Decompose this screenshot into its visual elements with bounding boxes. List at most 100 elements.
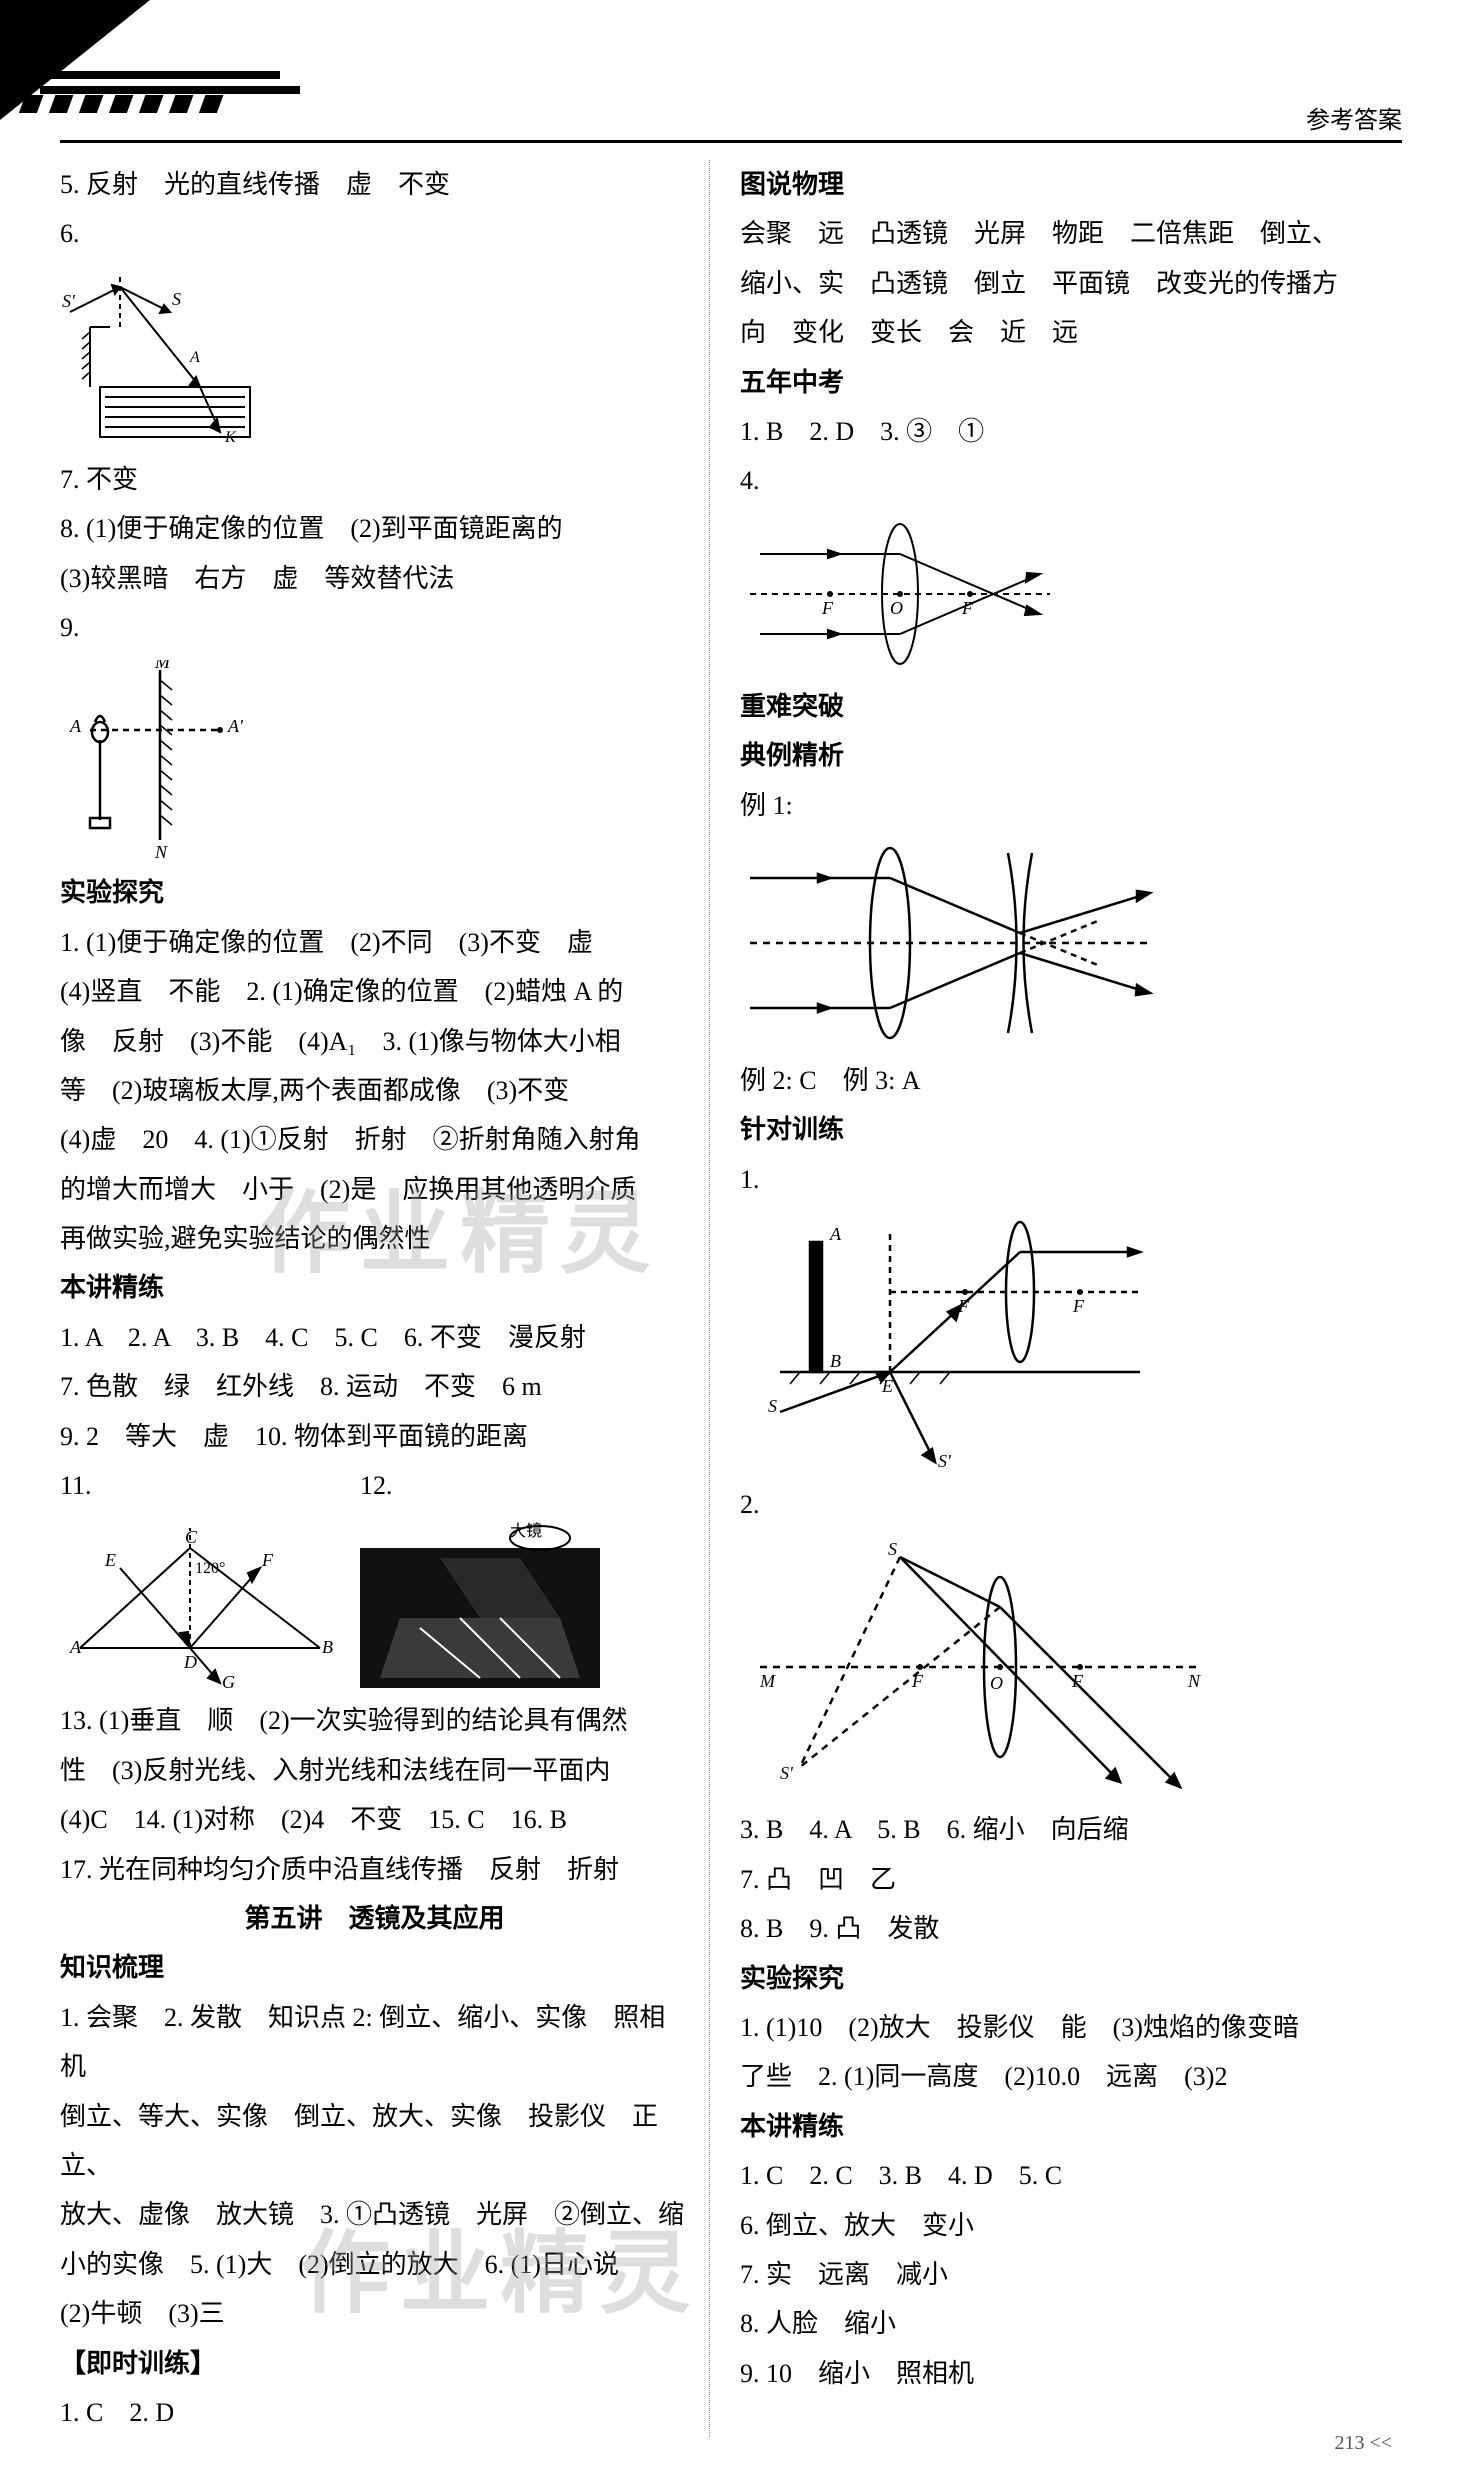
right-column: 图说物理 会聚 远 凸透镜 光屏 物距 二倍焦距 倒立、 缩小、实 凸透镜 倒立…: [730, 160, 1380, 2437]
section-heading: 知识梳理: [60, 1943, 689, 1992]
section-heading: 针对训练: [740, 1105, 1380, 1154]
text-line: 7. 不变: [60, 455, 689, 504]
section-heading: 五年中考: [740, 358, 1380, 407]
text-line: 11.: [60, 1471, 92, 1500]
lbl: A: [69, 1637, 82, 1657]
text-line: 1.: [740, 1155, 1380, 1204]
lbl: 大镜: [510, 1521, 542, 1540]
left-column: 5. 反射 光的直线传播 虚 不变 6.: [60, 160, 710, 2437]
label-M: M: [154, 660, 171, 672]
text-line: 1. (1)便于确定像的位置 (2)不同 (3)不变 虚: [60, 918, 689, 967]
label-S: S: [172, 289, 181, 309]
text-line: 5. 反射 光的直线传播 虚 不变: [60, 160, 689, 209]
text-line: (2)牛顿 (3)三: [60, 2289, 689, 2338]
content-columns: 5. 反射 光的直线传播 虚 不变 6.: [60, 0, 1402, 2437]
text-line: 2.: [740, 1480, 1380, 1529]
text-line: (4)C 14. (1)对称 (2)4 不变 15. C 16. B: [60, 1795, 689, 1844]
text-line: 会聚 远 凸透镜 光屏 物距 二倍焦距 倒立、: [740, 209, 1380, 258]
text-line: 向 变化 变长 会 近 远: [740, 308, 1380, 357]
header-divider: [60, 140, 1402, 143]
text-line: 8. B 9. 凸 发散: [740, 1904, 1380, 1953]
figure-zd2: M N F F O S S': [740, 1537, 1380, 1797]
lbl: A: [829, 1224, 842, 1244]
header-decoration: [0, 0, 400, 120]
section-heading: 实验探究: [740, 1954, 1380, 2003]
header-label: 参考答案: [1306, 100, 1402, 135]
text-line: 1. C 2. D: [60, 2388, 689, 2437]
lbl: C: [185, 1527, 198, 1547]
text-line: 4.: [740, 456, 1380, 505]
lbl: D: [183, 1652, 197, 1672]
text-line: 缩小、实 凸透镜 倒立 平面镜 改变光的传播方: [740, 259, 1380, 308]
label-N: N: [154, 842, 168, 860]
text-line: 7. 实 远离 减小: [740, 2250, 1380, 2299]
lbl: E: [104, 1550, 116, 1570]
section-heading: 图说物理: [740, 160, 1380, 209]
text-line: 了些 2. (1)同一高度 (2)10.0 远离 (3)2: [740, 2052, 1380, 2101]
figure-6: S' S A K: [60, 267, 689, 447]
text-line: (3)较黑暗 右方 虚 等效替代法: [60, 554, 689, 603]
label-A: A: [69, 716, 82, 736]
page-number: 213 <<: [1334, 2432, 1392, 2455]
lbl: F: [821, 598, 834, 618]
text-line: 性 (3)反射光线、入射光线和法线在同一平面内: [60, 1746, 689, 1795]
chapter-heading: 第五讲 透镜及其应用: [60, 1894, 689, 1943]
lbl: F: [1072, 1296, 1085, 1316]
lbl: F: [911, 1671, 924, 1691]
text-line: 9. 10 缩小 照相机: [740, 2349, 1380, 2398]
text-line: (4)竖直 不能 2. (1)确定像的位置 (2)蜡烛 A 的: [60, 967, 689, 1016]
section-heading: 本讲精练: [740, 2102, 1380, 2151]
text-line: 再做实验,避免实验结论的偶然性: [60, 1214, 689, 1263]
text-line: 7. 色散 绿 红外线 8. 运动 不变 6 m: [60, 1362, 689, 1411]
text-line: 像 反射 (3)不能 (4)A₁ 3. (1)像与物体大小相: [60, 1017, 689, 1066]
lbl: O: [890, 598, 903, 618]
figure-11: A B C D E F G 120°: [60, 1518, 340, 1688]
lbl: S': [938, 1451, 952, 1471]
lbl: S: [888, 1539, 897, 1559]
text-line: 的增大而增大 小于 (2)是 应换用其他透明介质: [60, 1165, 689, 1214]
text-line: 17. 光在同种均匀介质中沿直线传播 反射 折射: [60, 1845, 689, 1894]
section-heading: 典例精析: [740, 731, 1380, 780]
lbl: E: [881, 1376, 893, 1396]
text-line: 倒立、等大、实像 倒立、放大、实像 投影仪 正立、: [60, 2092, 689, 2191]
lbl: M: [759, 1671, 776, 1691]
lbl: 120°: [195, 1560, 225, 1577]
lbl: B: [830, 1351, 841, 1371]
lbl: F: [1071, 1671, 1084, 1691]
figure-zd1: A B E F F S S': [740, 1212, 1380, 1472]
label-K: K: [224, 429, 237, 446]
lbl: B: [322, 1637, 333, 1657]
text-line: 例 1:: [740, 781, 1380, 830]
lbl: N: [1187, 1671, 1201, 1691]
text-line: 9. 2 等大 虚 10. 物体到平面镜的距离: [60, 1412, 689, 1461]
text-line: 8. (1)便于确定像的位置 (2)到平面镜距离的: [60, 504, 689, 553]
text-line: 1. A 2. A 3. B 4. C 5. C 6. 不变 漫反射: [60, 1313, 689, 1362]
text-line: 1. 会聚 2. 发散 知识点 2: 倒立、缩小、实像 照相机: [60, 1993, 689, 2092]
label-Ap: A': [227, 716, 244, 736]
lbl: O: [990, 1673, 1003, 1693]
text-line: (4)虚 20 4. (1)①反射 折射 ②折射角随入射角: [60, 1115, 689, 1164]
lbl: S': [780, 1763, 794, 1783]
section-heading: 重难突破: [740, 682, 1380, 731]
section-heading: 实验探究: [60, 868, 689, 917]
lbl: F: [957, 1296, 970, 1316]
label-Sp: S': [62, 291, 76, 311]
text-line: 6. 倒立、放大 变小: [740, 2201, 1380, 2250]
text-line: 3. B 4. A 5. B 6. 缩小 向后缩: [740, 1805, 1380, 1854]
label-A: A: [189, 349, 200, 366]
text-line: 小的实像 5. (1)大 (2)倒立的放大 6. (1)日心说: [60, 2240, 689, 2289]
figure-12: 大镜: [360, 1518, 600, 1688]
text-line: 1. C 2. C 3. B 4. D 5. C: [740, 2151, 1380, 2200]
text-line: 13. (1)垂直 顺 (2)一次实验得到的结论具有偶然: [60, 1696, 689, 1745]
figure-wn4: F F O: [740, 514, 1380, 674]
text-line: 例 2: C 例 3: A: [740, 1056, 1380, 1105]
figure-dl1: [740, 838, 1380, 1048]
text-line: 8. 人脸 缩小: [740, 2299, 1380, 2348]
text-line: 6.: [60, 209, 689, 258]
text-line: 12.: [360, 1471, 393, 1500]
text-line: 9.: [60, 603, 689, 652]
lbl: F: [961, 598, 974, 618]
text-line: 1. (1)10 (2)放大 投影仪 能 (3)烛焰的像变暗: [740, 2003, 1380, 2052]
text-line: 7. 凸 凹 乙: [740, 1855, 1380, 1904]
section-heading: 本讲精练: [60, 1263, 689, 1312]
